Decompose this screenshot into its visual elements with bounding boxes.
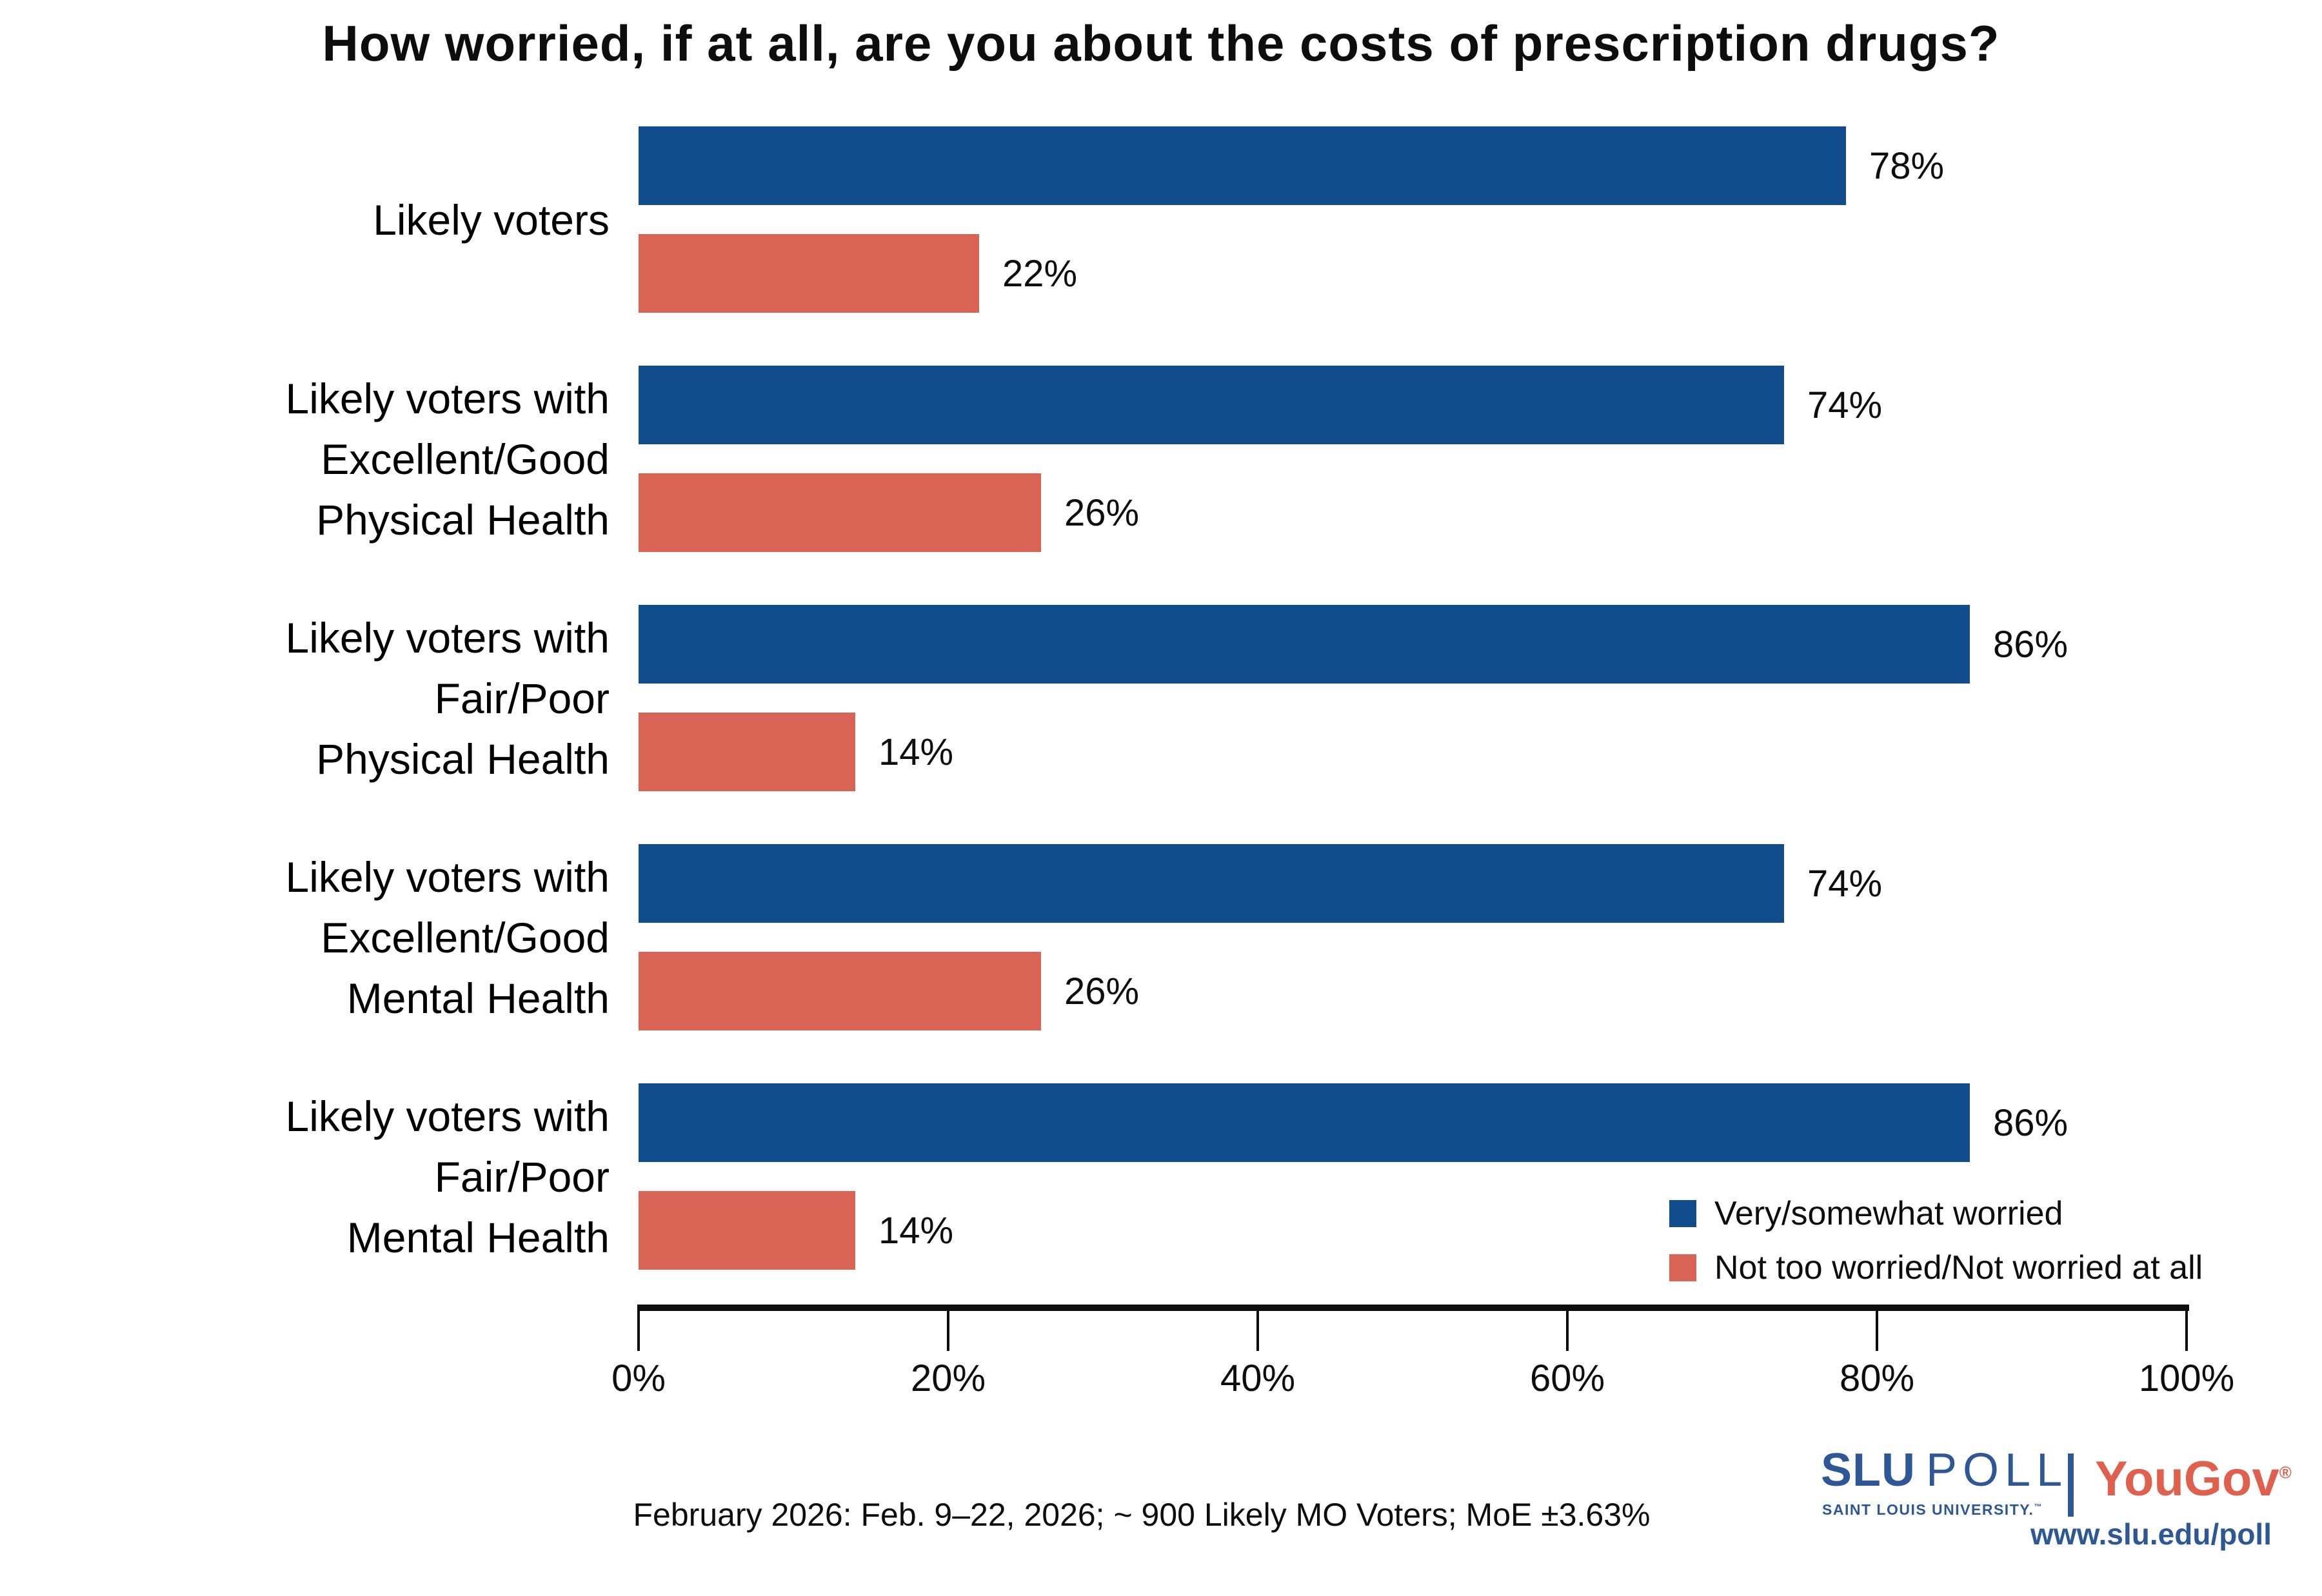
legend-swatch bbox=[1669, 1254, 1696, 1281]
x-axis-tick-label: 80% bbox=[1839, 1357, 1915, 1399]
x-axis-tick bbox=[947, 1305, 949, 1351]
legend-swatch bbox=[1669, 1200, 1696, 1227]
bar-not-worried-group1 bbox=[639, 234, 979, 313]
category-label-line: Physical Health bbox=[316, 734, 610, 783]
x-axis-tick bbox=[1566, 1305, 1569, 1351]
bar-not-worried-group3 bbox=[639, 713, 855, 791]
x-axis-tick-label: 100% bbox=[2138, 1357, 2235, 1399]
x-axis-tick bbox=[1876, 1305, 1878, 1351]
poll-logo-text: POLL bbox=[1926, 1444, 2069, 1496]
source-note: February 2026: Feb. 9–22, 2026; ~ 900 Li… bbox=[633, 1497, 1651, 1533]
category-label: Likely voters with Fair/Poor Physical Heal… bbox=[285, 607, 610, 789]
chart-title: How worried, if at all, are you about th… bbox=[322, 15, 2000, 72]
chart-legend: Very/somewhat worried Not too worried/Not… bbox=[1669, 1194, 2203, 1303]
bar-value-label: 22% bbox=[1002, 252, 1078, 295]
x-axis-tick-label: 20% bbox=[910, 1357, 986, 1399]
x-axis-tick bbox=[2185, 1305, 2188, 1351]
bar-value-label: 26% bbox=[1064, 491, 1140, 534]
slu-university-text: SAINT LOUIS UNIVERSITY.™ bbox=[1822, 1502, 2043, 1517]
bar-value-label: 74% bbox=[1807, 862, 1883, 905]
bar-value-label: 78% bbox=[1869, 144, 1945, 187]
x-axis-tick bbox=[1256, 1305, 1259, 1351]
category-label: Likely voters bbox=[373, 190, 610, 250]
bar-worried-group1 bbox=[639, 126, 1846, 205]
x-axis-tick-label: 40% bbox=[1220, 1357, 1296, 1399]
slu-poll-url: www.slu.edu/poll bbox=[2030, 1517, 2272, 1551]
x-axis-line bbox=[639, 1305, 2189, 1311]
bar-worried-group4 bbox=[639, 844, 1784, 923]
brand-divider bbox=[2068, 1453, 2074, 1517]
category-label-line: Fair/Poor bbox=[434, 674, 610, 722]
category-label-line: Physical Health bbox=[316, 495, 610, 544]
category-label: Likely voters with Fair/Poor Mental Health bbox=[285, 1086, 610, 1268]
category-label: Likely voters with Excellent/Good Mental H… bbox=[285, 847, 610, 1029]
legend-item: Not too worried/Not worried at all bbox=[1669, 1248, 2203, 1287]
x-axis-tick-label: 0% bbox=[611, 1357, 666, 1399]
registered-symbol: ® bbox=[2279, 1463, 2292, 1483]
bar-not-worried-group5 bbox=[639, 1191, 855, 1270]
bar-value-label: 14% bbox=[878, 1209, 954, 1252]
category-label-line: Excellent/Good bbox=[321, 435, 610, 483]
category-label-line: Fair/Poor bbox=[434, 1152, 610, 1201]
category-label-line: Mental Health bbox=[346, 974, 610, 1022]
slu-university-label: SAINT LOUIS UNIVERSITY. bbox=[1822, 1501, 2034, 1518]
category-label-line: Likely voters with bbox=[285, 374, 610, 422]
bar-not-worried-group2 bbox=[639, 473, 1041, 552]
category-label: Likely voters with Excellent/Good Physical… bbox=[285, 368, 610, 550]
category-label-line: Likely voters with bbox=[285, 1092, 610, 1140]
bar-value-label: 26% bbox=[1064, 970, 1140, 1012]
yougov-logo: YouGov® bbox=[2095, 1455, 2292, 1504]
bar-worried-group2 bbox=[639, 366, 1784, 444]
slu-poll-logo: SLU POLL bbox=[1821, 1447, 2068, 1493]
trademark-symbol: ™ bbox=[2034, 1502, 2043, 1512]
bar-worried-group3 bbox=[639, 605, 1970, 684]
category-label-line: Likely voters with bbox=[285, 852, 610, 901]
yougov-logo-text: YouGov bbox=[2095, 1452, 2279, 1506]
bar-worried-group5 bbox=[639, 1083, 1970, 1162]
x-axis-tick bbox=[637, 1305, 640, 1351]
legend-label: Very/somewhat worried bbox=[1714, 1195, 2063, 1232]
bar-value-label: 74% bbox=[1807, 384, 1883, 426]
category-label-line: Likely voters bbox=[373, 195, 610, 244]
legend-label: Not too worried/Not worried at all bbox=[1714, 1249, 2203, 1286]
category-label-line: Likely voters with bbox=[285, 613, 610, 662]
slu-logo-text: SLU bbox=[1821, 1444, 1916, 1496]
bar-value-label: 14% bbox=[878, 731, 954, 773]
category-label-line: Mental Health bbox=[346, 1213, 610, 1261]
x-axis-tick-label: 60% bbox=[1529, 1357, 1605, 1399]
bar-value-label: 86% bbox=[1993, 1101, 2069, 1144]
bar-not-worried-group4 bbox=[639, 952, 1041, 1030]
category-label-line: Excellent/Good bbox=[321, 913, 610, 961]
bar-value-label: 86% bbox=[1993, 623, 2069, 665]
legend-item: Very/somewhat worried bbox=[1669, 1194, 2203, 1233]
